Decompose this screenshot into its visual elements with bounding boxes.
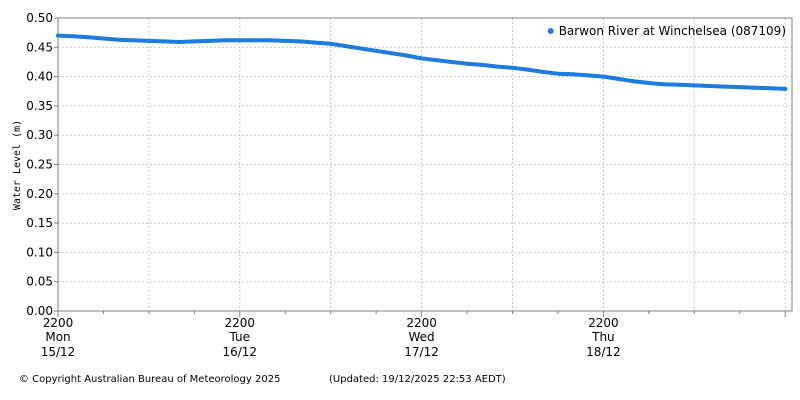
legend-label: Barwon River at Winchelsea (087109)	[559, 24, 786, 38]
data-point	[374, 48, 379, 53]
updated-text: (Updated: 19/12/2025 22:53 AEDT)	[329, 374, 506, 385]
y-tick-label: 0.35	[26, 99, 53, 113]
data-point	[56, 33, 60, 38]
data-point	[449, 60, 454, 64]
y-tick-label: 0.00	[26, 304, 53, 318]
x-tick-label-day: Mon	[45, 330, 70, 344]
data-point	[631, 79, 636, 84]
data-point	[465, 61, 469, 66]
data-point	[328, 41, 333, 46]
data-point	[768, 86, 772, 91]
grid-layer	[58, 18, 792, 311]
data-point	[404, 53, 409, 58]
y-tick-label: 0.30	[26, 128, 53, 142]
data-point	[434, 58, 439, 63]
data-point	[510, 65, 515, 70]
y-tick-label: 0.10	[26, 245, 53, 259]
data-point	[419, 56, 424, 61]
data-point	[313, 40, 318, 45]
data-point	[71, 34, 76, 39]
data-point	[677, 82, 682, 87]
x-tick-label-date: 17/12	[404, 345, 439, 359]
data-point	[692, 83, 697, 88]
data-point	[601, 74, 606, 79]
x-tick-label-time: 2200	[43, 316, 74, 330]
y-tick-label: 0.45	[26, 40, 53, 54]
data-point	[192, 39, 197, 44]
y-tick-label: 0.40	[26, 70, 53, 84]
x-tick-label-time: 2200	[588, 316, 619, 330]
data-point	[237, 38, 242, 43]
data-point	[86, 35, 91, 40]
data-point	[222, 38, 227, 43]
x-tick-label-date: 16/12	[222, 345, 257, 359]
data-point	[389, 51, 394, 56]
data-point	[783, 86, 788, 91]
y-tick-label: 0.25	[26, 158, 53, 172]
y-tick-label: 0.05	[26, 275, 53, 289]
data-point	[252, 38, 257, 43]
data-point	[495, 64, 500, 69]
y-tick-label: 0.20	[26, 187, 53, 201]
x-axis: 2200Mon15/122200Tue16/122200Wed17/122200…	[41, 311, 786, 359]
data-point	[555, 71, 560, 76]
data-point	[268, 38, 273, 43]
x-tick-label-day: Wed	[409, 330, 435, 344]
data-point	[752, 85, 757, 90]
series-layer	[56, 33, 788, 91]
data-point	[343, 44, 348, 49]
x-tick-label-date: 15/12	[41, 345, 76, 359]
copyright-text: © Copyright Australian Bureau of Meteoro…	[19, 374, 281, 385]
y-tick-label: 0.15	[26, 216, 53, 230]
y-axis-title: Water Level (m)	[12, 120, 23, 210]
data-point	[146, 38, 151, 43]
x-tick-label-day: Thu	[591, 330, 615, 344]
x-tick-label-date: 18/12	[586, 345, 621, 359]
legend-marker	[547, 28, 554, 34]
y-tick-label: 0.50	[26, 11, 53, 25]
data-point	[283, 38, 288, 43]
data-point	[101, 36, 106, 41]
data-point	[177, 40, 182, 44]
data-point	[207, 38, 212, 43]
data-point	[131, 38, 136, 43]
legend: Barwon River at Winchelsea (087109)	[547, 24, 786, 38]
data-point	[662, 82, 666, 87]
data-point	[525, 67, 530, 72]
y-axis: 0.00 0.05 0.10 0.15 0.20 0.25 0.30 0.35 0.40 0.45…	[26, 11, 58, 318]
x-tick-label-time: 2200	[225, 316, 256, 330]
data-point	[359, 46, 363, 51]
data-point	[116, 37, 121, 42]
data-point	[540, 69, 545, 74]
data-point	[707, 84, 712, 88]
data-point	[586, 73, 591, 78]
data-point	[162, 39, 166, 44]
data-point	[480, 62, 485, 67]
data-point	[722, 84, 727, 89]
data-point	[646, 81, 651, 85]
data-point	[571, 72, 576, 77]
data-point	[298, 39, 303, 44]
x-tick-label-time: 2200	[406, 316, 437, 330]
x-tick-label-day: Tue	[229, 330, 251, 344]
data-point	[616, 76, 621, 81]
plot-frame	[57, 17, 793, 312]
data-point	[737, 85, 742, 90]
